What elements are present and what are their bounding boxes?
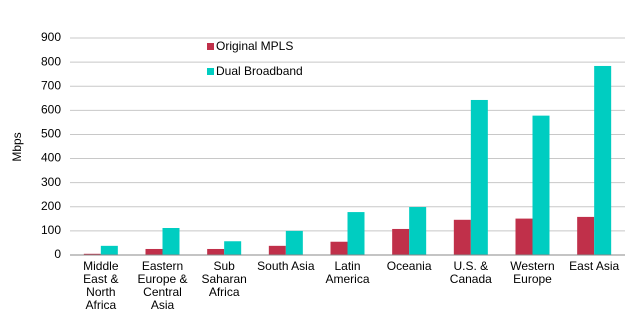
bar (162, 227, 180, 255)
y-tick-label: 700 (41, 78, 61, 92)
x-tick-label: Western Europe (510, 259, 555, 286)
bar (285, 230, 303, 255)
bar (347, 212, 365, 255)
bar (577, 216, 595, 255)
y-tick-label: 100 (41, 223, 61, 237)
y-tick-label: 800 (41, 54, 61, 68)
x-tick-label: Oceania (386, 259, 432, 273)
bar (330, 241, 348, 255)
bar (515, 218, 533, 255)
y-tick-label: 900 (41, 30, 61, 44)
bar (594, 65, 612, 255)
y-tick-label: 500 (41, 127, 61, 141)
bar (83, 253, 101, 255)
y-axis-label: Mbps (10, 132, 24, 161)
bar (207, 248, 225, 255)
y-tick-label: 200 (41, 199, 61, 213)
x-tick-label: Middle East & North Africa (83, 259, 119, 312)
bar (392, 228, 410, 255)
x-tick-label: Latin America (325, 259, 370, 286)
y-tick-label: 400 (41, 151, 61, 165)
legend-swatch (207, 68, 214, 75)
bar (409, 207, 427, 255)
bar (532, 115, 550, 255)
bar (453, 219, 471, 255)
x-tick-label: East Asia (569, 259, 620, 273)
bar (100, 245, 118, 255)
bar (268, 245, 286, 255)
bar (224, 241, 242, 255)
legend-label: Dual Broadband (216, 64, 303, 78)
y-tick-label: 0 (54, 247, 61, 261)
bar (470, 99, 488, 256)
x-tick-label: Sub Saharan Africa (201, 259, 247, 299)
x-tick-label: South Asia (257, 259, 315, 273)
y-tick-label: 600 (41, 103, 61, 117)
y-tick-label: 300 (41, 175, 61, 189)
legend-label: Original MPLS (216, 39, 293, 53)
legend-swatch (207, 43, 214, 50)
bar (145, 248, 163, 255)
x-tick-label: U.S. & Canada (449, 259, 492, 286)
x-tick-label: Eastern Europe & Central Asia (137, 259, 188, 312)
